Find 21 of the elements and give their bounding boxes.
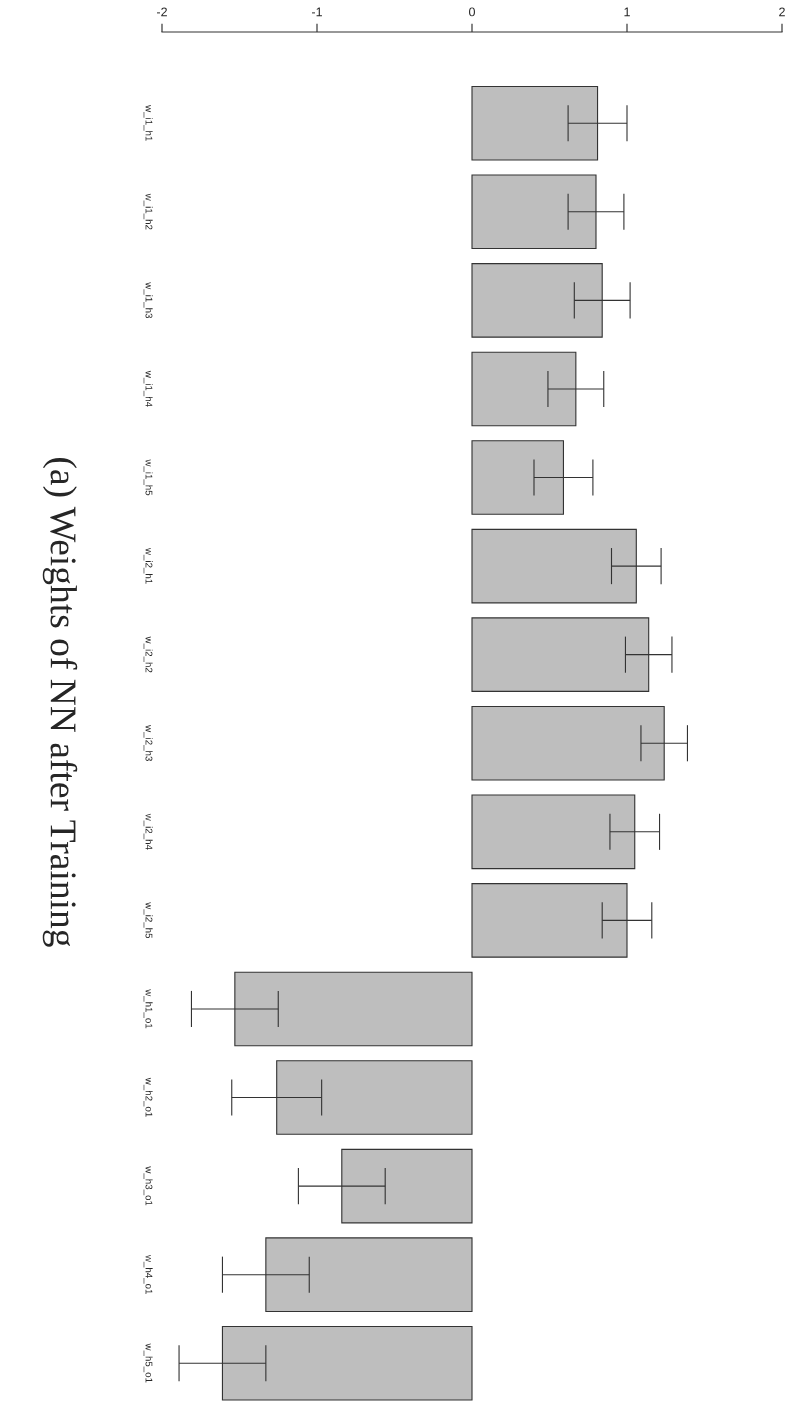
y-tick-label: w_i1_h1 xyxy=(143,105,153,141)
y-tick-label: w_h2_o1 xyxy=(143,1077,153,1117)
y-tick-label: w_i1_h5 xyxy=(143,459,153,496)
y-tick-label: w_h5_o1 xyxy=(143,1343,153,1383)
y-tick-label: w_i2_h5 xyxy=(143,902,153,939)
y-tick-label: w_i1_h2 xyxy=(143,193,153,230)
x-tick-label: 1 xyxy=(624,7,630,17)
x-tick-label: 2 xyxy=(779,7,785,17)
x-tick-label: -1 xyxy=(312,7,322,17)
y-tick-label: w_i2_h3 xyxy=(143,725,153,761)
y-tick-label: w_i2_h2 xyxy=(143,636,153,673)
x-tick-label: -2 xyxy=(157,7,167,17)
y-tick-label: w_i1_h4 xyxy=(143,370,153,407)
y-tick-label: w_h1_o1 xyxy=(143,989,153,1029)
y-tick-label: w_h4_o1 xyxy=(143,1254,153,1294)
text: (a) Weights of NN after Training xyxy=(42,458,78,947)
y-tick-label: w_h3_o1 xyxy=(143,1166,153,1206)
y-tick-label: w_i2_h4 xyxy=(143,813,153,850)
x-tick-label: 0 xyxy=(469,7,475,17)
y-tick-label: w_i2_h1 xyxy=(143,547,153,584)
y-tick-label: w_i1_h3 xyxy=(143,282,153,319)
